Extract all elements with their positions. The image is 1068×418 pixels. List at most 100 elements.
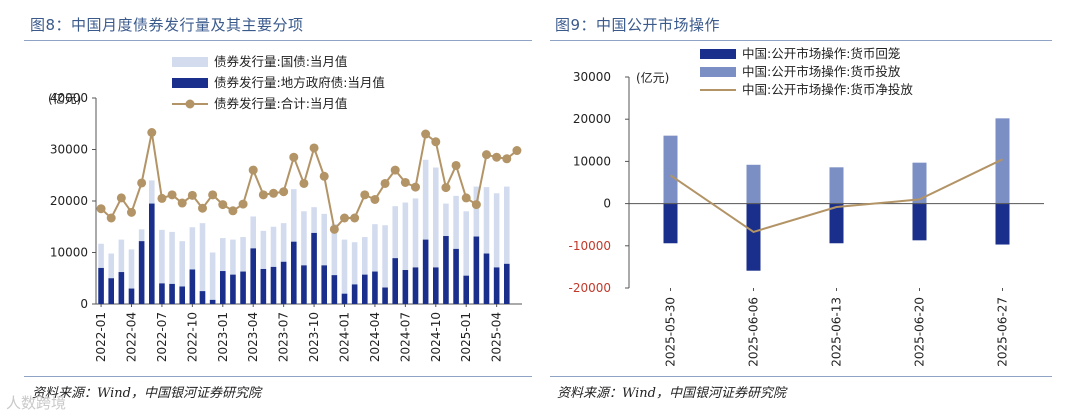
injection-bar — [912, 162, 927, 204]
left-source-note: 资料来源：Wind，中国银河证券研究院 — [32, 386, 261, 401]
local-gov-bar — [432, 267, 439, 304]
local-gov-bar — [301, 265, 307, 304]
injection-bar — [663, 135, 678, 204]
total-issuance-point — [269, 188, 278, 198]
local-gov-bar — [189, 269, 196, 304]
left-x-tick-label: 2025-01 — [459, 312, 473, 362]
local-gov-bar — [138, 241, 145, 304]
local-gov-bar — [179, 286, 186, 304]
total-issuance-point — [492, 152, 502, 162]
left-x-tick-label: 2023-10 — [307, 312, 321, 362]
total-issuance-point — [471, 200, 481, 210]
treasury-bar — [402, 202, 409, 304]
left-x-tick-label: 2023-01 — [216, 312, 230, 362]
treasury-bar — [372, 224, 378, 304]
legend-swatch-total-marker — [185, 99, 195, 109]
local-gov-bar — [270, 266, 277, 304]
total-issuance-point — [329, 224, 339, 234]
right-y-tick-label: 30000 — [573, 70, 611, 84]
local-gov-bar — [483, 253, 490, 304]
right-y-tick-label: 20000 — [573, 112, 611, 126]
total-issuance-point — [157, 193, 167, 203]
treasury-bar — [432, 167, 439, 304]
treasury-bar — [189, 227, 196, 304]
left-x-tick-label: 2024-01 — [338, 312, 352, 362]
left-x-tick-label: 2022-10 — [185, 312, 199, 362]
local-gov-bar — [209, 299, 216, 304]
local-gov-bar — [351, 284, 358, 304]
withdrawal-bar — [746, 203, 761, 271]
treasury-bar — [463, 211, 470, 304]
total-issuance-point — [482, 150, 491, 160]
local-gov-bar — [108, 278, 115, 304]
left-x-tick-label: 2025-04 — [490, 312, 504, 362]
total-issuance-point — [400, 177, 410, 187]
treasury-bar — [351, 242, 358, 304]
local-gov-bar — [250, 248, 257, 304]
treasury-bar — [331, 224, 338, 304]
right-x-tick-label: 2025-05-30 — [664, 297, 678, 367]
local-gov-bar — [219, 271, 226, 304]
treasury-bar — [493, 193, 500, 304]
treasury-bar — [209, 252, 216, 304]
legend-label-local-gov: 债券发行量:地方政府债:当月值 — [214, 75, 385, 90]
total-issuance-point — [390, 165, 400, 175]
total-issuance-point — [238, 199, 248, 209]
local-gov-bar — [473, 236, 480, 304]
local-gov-bar — [453, 248, 459, 304]
injection-bar — [829, 167, 844, 204]
local-gov-bar — [98, 267, 104, 304]
local-gov-bar — [341, 293, 348, 304]
total-issuance-point — [512, 146, 522, 156]
local-gov-bar — [240, 271, 246, 304]
local-gov-bar — [311, 232, 317, 304]
total-issuance-point — [441, 183, 451, 193]
total-issuance-point — [451, 160, 461, 170]
local-gov-bar — [382, 287, 388, 304]
local-gov-bar — [463, 275, 470, 304]
local-gov-bar — [280, 261, 287, 304]
legend-label-withdrawal: 中国:公开市场操作:货币回笼 — [742, 46, 900, 61]
local-gov-bar — [422, 239, 429, 304]
treasury-bar — [382, 225, 388, 304]
local-gov-bar — [128, 288, 135, 304]
total-issuance-point — [106, 213, 116, 223]
total-issuance-point — [258, 190, 268, 200]
local-gov-bar — [361, 274, 368, 304]
total-issuance-point — [116, 193, 126, 203]
treasury-bar — [240, 237, 246, 304]
total-issuance-point — [198, 203, 207, 213]
right-y-unit-label: (亿元) — [636, 70, 669, 85]
treasury-bar — [341, 239, 348, 304]
right-y-tick-label: 0 — [603, 197, 611, 211]
left-chart-title: 图8：中国月度债券发行量及其主要分项 — [30, 16, 304, 34]
right-x-tick-label: 2025-06-06 — [747, 297, 761, 367]
total-issuance-point — [187, 190, 197, 200]
right-source-note: 资料来源：Wind，中国银河证券研究院 — [557, 386, 786, 401]
legend-swatch-withdrawal — [700, 49, 736, 59]
treasury-bar — [412, 198, 419, 304]
left-x-tick-label: 2024-04 — [368, 312, 382, 362]
local-gov-bar — [372, 271, 378, 304]
left-title-rule — [24, 40, 532, 41]
left-y-tick-label: 0 — [80, 297, 88, 311]
legend-swatch-local-gov — [172, 78, 208, 88]
right-bottom-rule — [550, 376, 1052, 377]
right-y-tick-label: 10000 — [573, 154, 611, 168]
legend-label-treasury: 债券发行量:国债:当月值 — [214, 54, 347, 69]
treasury-bar — [199, 223, 206, 304]
local-gov-bar — [169, 283, 175, 304]
total-issuance-point — [319, 171, 329, 181]
watermark: 人数跨境 — [6, 394, 67, 412]
withdrawal-bar — [663, 203, 678, 244]
right-chart-title: 图9：中国公开市场操作 — [555, 16, 721, 34]
local-gov-bar — [159, 283, 165, 304]
total-issuance-point — [228, 206, 238, 216]
left-bottom-rule — [24, 376, 532, 377]
left-x-tick-label: 2022-04 — [125, 312, 139, 362]
local-gov-bar — [321, 265, 328, 304]
left-y-unit-label: (亿元) — [48, 91, 81, 106]
total-issuance-point — [502, 154, 512, 164]
left-x-tick-label: 2022-07 — [155, 312, 169, 362]
